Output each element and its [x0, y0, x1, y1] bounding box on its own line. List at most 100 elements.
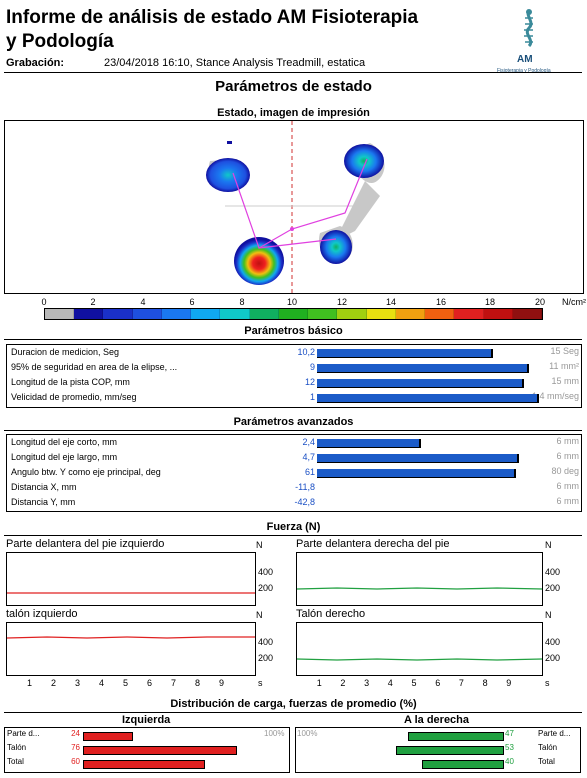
force-tick: 200	[545, 583, 561, 593]
param-label: Duracion de medicion, Seg	[11, 347, 120, 357]
scale-swatch	[220, 309, 250, 319]
force-tick: 400	[258, 567, 274, 577]
scale-tick: 4	[140, 297, 146, 307]
param-value: -11,8	[295, 482, 315, 492]
x-tick: 9	[219, 678, 225, 688]
x-tick: 3	[75, 678, 81, 688]
param-unit: 1,4 mm/seg	[531, 391, 579, 401]
scale-swatch	[191, 309, 221, 319]
divider	[4, 430, 582, 431]
force-tick: 200	[545, 653, 561, 663]
pressure-map	[206, 121, 385, 293]
scale-tick: 0	[41, 297, 47, 307]
scale-tick: 2	[90, 297, 96, 307]
force-unit: N	[545, 540, 552, 550]
dist-value: 40	[505, 757, 514, 766]
basic-params-table: Duracion de medicion, Seg 10,2 15 Seg 95% d…	[6, 344, 582, 408]
dist-value: 76	[71, 743, 80, 752]
x-tick: 1	[27, 678, 33, 688]
x-tick: 4	[387, 678, 393, 688]
dist-bar	[408, 732, 504, 741]
scale-swatch	[132, 309, 162, 319]
param-unit: 6 mm	[556, 451, 580, 461]
param-unit: 6 mm	[556, 481, 580, 491]
dist-value: 53	[505, 743, 514, 752]
divider	[4, 339, 582, 340]
divider	[4, 712, 582, 713]
scale-swatch	[45, 309, 75, 319]
param-row: Distancia X, mm -11,8 6 mm	[7, 481, 581, 495]
x-tick: 9	[506, 678, 512, 688]
param-row: 95% de seguridad en area de la elipse, .…	[7, 361, 581, 375]
x-unit: s	[258, 678, 263, 688]
dist-value: 60	[71, 757, 80, 766]
param-row: Velicidad de promedio, mm/seg 1 1,4 mm/seg	[7, 391, 581, 405]
force-chart-left-forefoot	[6, 552, 256, 606]
dist-label: Total	[538, 757, 555, 766]
distribution-title: Distribución de carga, fuerzas de promed…	[170, 698, 417, 710]
recording-value: 23/04/2018 16:10, Stance Analysis Treadm…	[104, 57, 366, 69]
x-tick: 8	[195, 678, 201, 688]
parameters-title: Parámetros de estado	[215, 78, 372, 95]
report-title: Informe de análisis de estado AM Fisiote…	[6, 7, 419, 52]
force-tick: 400	[545, 637, 561, 647]
force-panel-title: Parte delantera derecha del pie	[296, 538, 450, 550]
scale-swatch	[337, 309, 367, 319]
param-value: 9	[309, 362, 315, 372]
dist-value: 24	[71, 729, 80, 738]
advanced-params-table: Longitud del eje corto, mm 2,4 6 mm Longitu…	[6, 434, 582, 512]
x-unit: s	[545, 678, 550, 688]
force-panel-title: talón izquierdo	[6, 608, 78, 620]
param-row: Longitud de la pista COP, mm 12 15 mm	[7, 376, 581, 390]
distribution-scale-right: 100%	[297, 729, 318, 738]
param-row: Longitud del eje corto, mm 2,4 6 mm	[7, 436, 581, 450]
scale-swatch	[454, 309, 484, 319]
scale-swatch	[425, 309, 455, 319]
force-tick: 400	[258, 637, 274, 647]
clinic-logo: AM Fisioterapia y Podología	[495, 6, 565, 74]
param-value: -42,8	[294, 497, 315, 507]
param-row: Distancia Y, mm -42,8 6 mm	[7, 496, 581, 510]
x-tick: 2	[51, 678, 57, 688]
force-tick: 200	[258, 653, 274, 663]
param-value: 10,2	[297, 347, 315, 357]
dist-bar	[83, 732, 133, 741]
param-label: Longitud del eje largo, mm	[11, 452, 118, 462]
scale-tick: 8	[239, 297, 245, 307]
param-value: 4,7	[302, 452, 315, 462]
param-unit: 11 mm²	[549, 361, 579, 371]
force-chart-left-heel	[6, 622, 256, 676]
right-forefoot-blob	[344, 144, 384, 178]
scale-swatch	[103, 309, 133, 319]
logo-subtext: Fisioterapia y Podología	[497, 68, 551, 74]
force-line-svg	[296, 587, 543, 590]
dist-label: Total	[7, 757, 24, 766]
param-label: Longitud del eje corto, mm	[11, 437, 118, 447]
distribution-left-head: Izquierda	[122, 714, 171, 726]
scale-swatch	[278, 309, 309, 319]
scale-tick: 14	[385, 297, 397, 307]
param-label: 95% de seguridad en area de la elipse, .…	[11, 362, 178, 372]
scale-swatch	[74, 309, 104, 319]
x-tick: 4	[99, 678, 105, 688]
param-row: Duracion de medicion, Seg 10,2 15 Seg	[7, 346, 581, 360]
force-tick: 400	[545, 567, 561, 577]
header-divider	[4, 72, 582, 73]
dist-label: Talón	[7, 743, 27, 752]
scale-swatch	[483, 309, 513, 319]
force-title: Fuerza (N)	[266, 521, 321, 533]
scale-swatch	[366, 309, 396, 319]
x-tick: 7	[171, 678, 177, 688]
param-bar	[317, 439, 421, 448]
param-row: Angulo btw. Y como eje principal, deg 61 8…	[7, 466, 581, 480]
param-row: Longitud del eje largo, mm 4,7 6 mm	[7, 451, 581, 465]
x-tick: 5	[411, 678, 417, 688]
force-panel-title: Talón derecho	[296, 608, 366, 620]
distribution-left-box	[4, 727, 290, 773]
param-bar	[317, 454, 519, 463]
force-line-svg	[7, 592, 255, 594]
scale-tick: 20	[534, 297, 546, 307]
force-panel-title: Parte delantera del pie izquierdo	[6, 538, 165, 550]
force-chart-right-heel	[296, 622, 543, 676]
param-bar	[317, 379, 524, 388]
